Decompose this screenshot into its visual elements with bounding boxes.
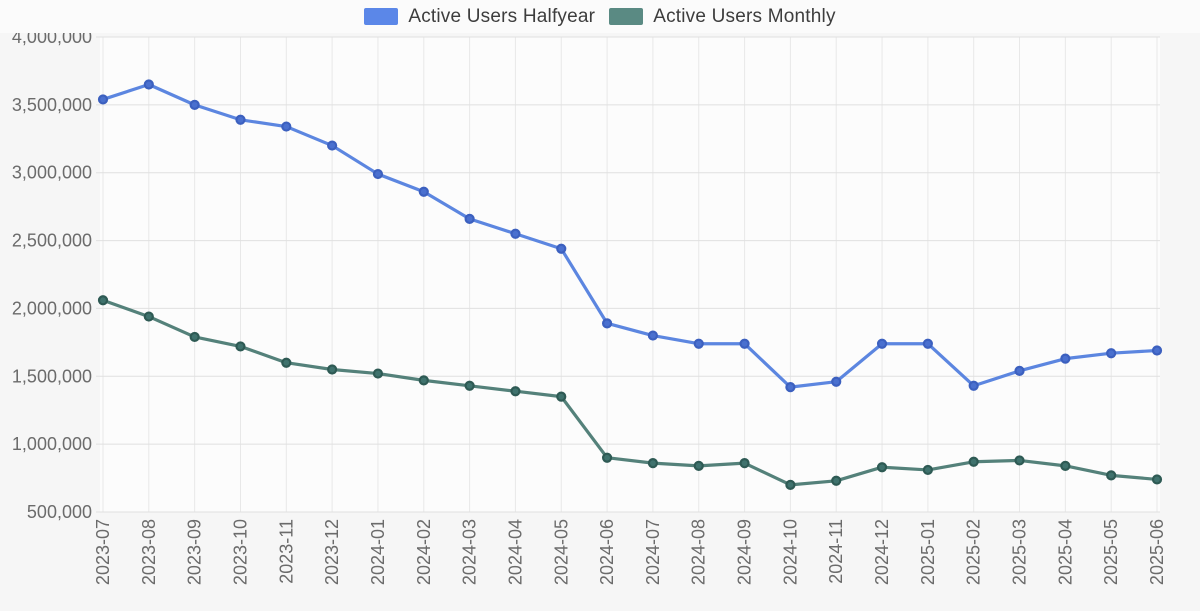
data-point-marker[interactable] bbox=[1060, 353, 1071, 364]
data-point-marker[interactable] bbox=[143, 311, 154, 322]
x-tick-labels: 2023-07 2023-08 2023-09 2023-10 2023-11 2023-… bbox=[93, 519, 1167, 585]
chart-legend: Active Users Halfyear Active Users Month… bbox=[0, 0, 1200, 33]
data-point-marker[interactable] bbox=[922, 338, 933, 349]
data-point-marker[interactable] bbox=[601, 318, 613, 329]
x-tick-label: 2025-04 bbox=[1055, 519, 1075, 585]
x-tick-label: 2023-10 bbox=[230, 519, 250, 585]
x-tick-label: 2024-12 bbox=[872, 519, 892, 585]
x-tick-label: 2024-05 bbox=[551, 519, 571, 585]
x-tick-label: 2023-12 bbox=[322, 519, 342, 585]
data-point-marker[interactable] bbox=[647, 458, 659, 469]
x-tick-label: 2024-06 bbox=[597, 519, 617, 585]
data-point-marker[interactable] bbox=[876, 462, 888, 473]
data-point-marker[interactable] bbox=[693, 338, 704, 349]
x-tick-label: 2024-03 bbox=[460, 519, 480, 585]
data-point-marker[interactable] bbox=[235, 341, 246, 352]
legend-item-halfyear[interactable]: Active Users Halfyear bbox=[364, 6, 595, 28]
plot-area bbox=[100, 37, 1160, 512]
data-point-marker[interactable] bbox=[97, 295, 109, 306]
y-tick-label: 3,000,000 bbox=[12, 163, 92, 183]
data-point-marker[interactable] bbox=[281, 357, 292, 368]
data-point-marker[interactable] bbox=[189, 331, 200, 343]
x-gridlines bbox=[102, 37, 1158, 512]
y-tick-label: 1,500,000 bbox=[12, 366, 92, 386]
legend-item-monthly[interactable]: Active Users Monthly bbox=[609, 6, 835, 28]
data-point-marker[interactable] bbox=[464, 380, 475, 391]
halfyear-series bbox=[97, 79, 1163, 393]
data-point-marker[interactable] bbox=[1014, 455, 1025, 466]
data-point-marker[interactable] bbox=[968, 456, 979, 467]
data-point-marker[interactable] bbox=[556, 243, 567, 254]
data-point-marker[interactable] bbox=[281, 121, 292, 132]
data-point-marker[interactable] bbox=[647, 330, 659, 341]
x-tick-label: 2024-11 bbox=[826, 519, 846, 584]
data-point-marker[interactable] bbox=[556, 391, 567, 402]
x-tick-label: 2025-02 bbox=[964, 519, 984, 585]
x-tick-label: 2023-09 bbox=[185, 519, 205, 585]
x-tick-label: 2024-09 bbox=[735, 519, 755, 585]
data-point-marker[interactable] bbox=[464, 213, 475, 224]
x-tick-label: 2024-01 bbox=[368, 519, 388, 585]
legend-label-monthly: Active Users Monthly bbox=[653, 5, 836, 27]
data-point-marker[interactable] bbox=[922, 464, 933, 476]
x-tick-label: 2024-04 bbox=[505, 519, 525, 585]
data-point-marker[interactable] bbox=[693, 460, 704, 471]
data-point-marker[interactable] bbox=[831, 475, 842, 486]
data-point-marker[interactable] bbox=[876, 338, 888, 349]
data-point-marker[interactable] bbox=[1106, 470, 1117, 481]
data-point-marker[interactable] bbox=[739, 458, 750, 469]
data-point-marker[interactable] bbox=[418, 375, 429, 386]
y-gridlines bbox=[96, 36, 1160, 513]
y-tick-label: 2,500,000 bbox=[12, 231, 92, 251]
data-point-marker[interactable] bbox=[785, 479, 796, 490]
x-tick-label: 2025-06 bbox=[1147, 519, 1167, 585]
data-point-marker[interactable] bbox=[785, 382, 796, 393]
x-tick-label: 2023-07 bbox=[93, 519, 113, 585]
x-tick-label: 2024-10 bbox=[780, 519, 800, 585]
x-tick-label: 2025-01 bbox=[918, 519, 938, 585]
x-tick-label: 2025-03 bbox=[1010, 519, 1030, 585]
x-tick-label: 2023-08 bbox=[139, 519, 159, 585]
y-tick-labels: 500,000 1,000,000 1,500,000 2,000,000 2,500,… bbox=[12, 27, 92, 522]
data-point-marker[interactable] bbox=[831, 376, 842, 387]
y-tick-label: 2,000,000 bbox=[12, 298, 92, 318]
data-point-marker[interactable] bbox=[510, 228, 521, 239]
data-point-marker[interactable] bbox=[601, 452, 613, 463]
y-tick-label: 500,000 bbox=[27, 502, 92, 522]
data-point-marker[interactable] bbox=[1151, 474, 1163, 485]
x-tick-label: 2025-05 bbox=[1101, 519, 1121, 585]
data-point-marker[interactable] bbox=[968, 380, 979, 391]
data-point-marker[interactable] bbox=[327, 140, 338, 151]
x-tick-label: 2023-11 bbox=[276, 519, 296, 584]
y-tick-label: 3,500,000 bbox=[12, 95, 92, 115]
monthly-line bbox=[101, 298, 1159, 487]
data-point-marker[interactable] bbox=[143, 79, 154, 90]
data-point-marker[interactable] bbox=[418, 186, 429, 197]
data-point-marker[interactable] bbox=[1014, 365, 1025, 376]
data-point-marker[interactable] bbox=[510, 386, 521, 397]
data-point-marker[interactable] bbox=[372, 168, 384, 180]
x-tick-label: 2024-08 bbox=[689, 519, 709, 585]
data-point-marker[interactable] bbox=[327, 364, 338, 375]
legend-swatch-monthly-icon bbox=[609, 8, 644, 25]
legend-label-halfyear: Active Users Halfyear bbox=[408, 5, 596, 27]
x-tick-label: 2024-07 bbox=[643, 519, 663, 585]
y-tick-label: 1,000,000 bbox=[12, 434, 92, 454]
data-point-marker[interactable] bbox=[97, 94, 109, 105]
halfyear-line bbox=[101, 82, 1159, 389]
data-point-marker[interactable] bbox=[1106, 348, 1117, 359]
data-point-marker[interactable] bbox=[189, 99, 200, 110]
monthly-series bbox=[97, 295, 1163, 490]
legend-swatch-halfyear-icon bbox=[364, 8, 399, 25]
data-point-marker[interactable] bbox=[1060, 460, 1071, 471]
data-point-marker[interactable] bbox=[1151, 345, 1163, 356]
data-point-marker[interactable] bbox=[235, 114, 246, 125]
x-tick-label: 2024-02 bbox=[414, 519, 434, 585]
data-point-marker[interactable] bbox=[372, 368, 384, 379]
data-point-marker[interactable] bbox=[739, 338, 750, 349]
